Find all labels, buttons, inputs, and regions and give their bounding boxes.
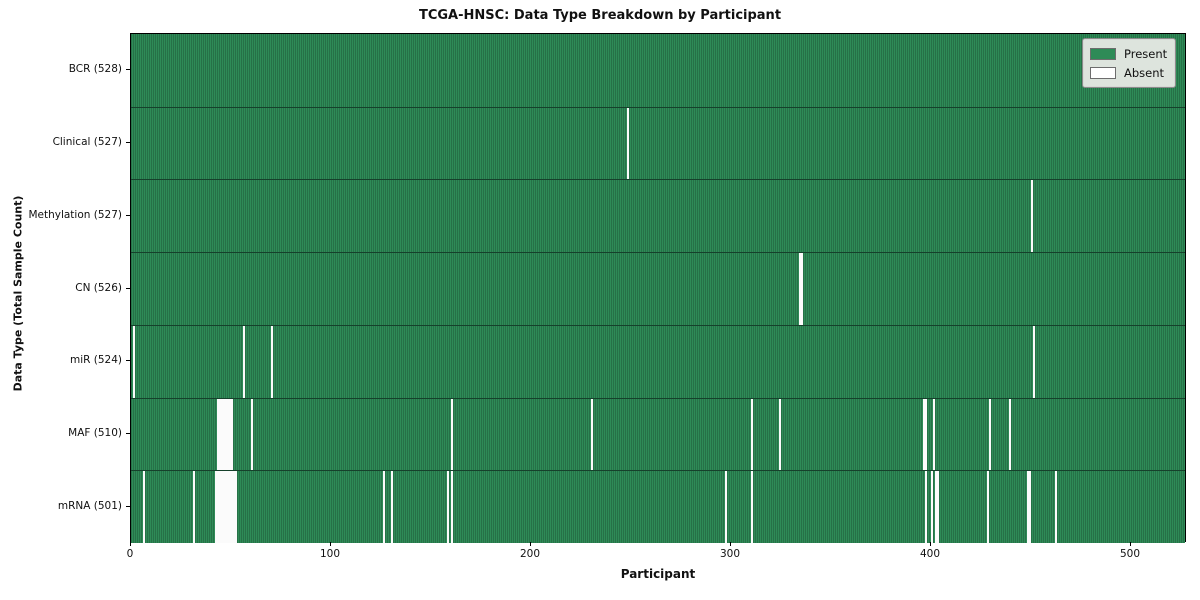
- x-tick-mark: [130, 542, 131, 546]
- absent-mark: [251, 398, 253, 471]
- y-tick-mark: [126, 432, 130, 434]
- absent-mark: [229, 398, 231, 471]
- legend: Present Absent: [1082, 38, 1176, 88]
- y-tick-label-CN: CN (526): [75, 281, 122, 294]
- absent-mark: [225, 398, 227, 471]
- absent-mark: [1027, 471, 1029, 543]
- absent-mark: [229, 471, 231, 543]
- y-tick-mark: [126, 214, 130, 216]
- absent-mark: [143, 471, 145, 543]
- absent-mark: [215, 471, 217, 543]
- y-tick-mark: [126, 287, 130, 289]
- chart-title: TCGA-HNSC: Data Type Breakdown by Partic…: [418, 8, 782, 23]
- x-tick-label-400: 400: [919, 548, 941, 560]
- legend-swatch-absent: [1090, 66, 1116, 79]
- x-tick-label-100: 100: [319, 548, 341, 560]
- absent-mark: [383, 471, 385, 543]
- absent-mark: [987, 471, 989, 543]
- absent-mark: [227, 471, 229, 543]
- y-tick-label-Clinical: Clinical (527): [52, 136, 122, 149]
- heatmap-row-Methylation: [131, 179, 1185, 253]
- x-axis-label: Participant: [620, 567, 696, 581]
- y-tick-mark: [126, 360, 130, 362]
- absent-mark: [801, 253, 803, 325]
- absent-mark: [231, 471, 233, 543]
- x-tick-mark: [530, 542, 531, 546]
- x-tick-label-500: 500: [1119, 548, 1141, 560]
- absent-mark: [391, 471, 393, 543]
- heatmap-row-mRNA: [131, 470, 1185, 543]
- y-tick-mark: [126, 142, 130, 144]
- absent-mark: [1029, 471, 1031, 543]
- absent-mark: [799, 253, 801, 325]
- absent-mark: [223, 398, 225, 471]
- x-tick-mark: [330, 542, 331, 546]
- absent-mark: [627, 107, 629, 180]
- absent-mark: [1009, 398, 1011, 471]
- heatmap-row-MAF: [131, 397, 1185, 471]
- plot-area: [130, 33, 1186, 543]
- legend-entry-present: Present: [1090, 44, 1167, 63]
- absent-mark: [923, 398, 925, 471]
- absent-mark: [193, 471, 195, 543]
- heatmap-row-BCR: [131, 34, 1185, 107]
- absent-mark: [243, 325, 245, 398]
- absent-mark: [591, 398, 593, 471]
- y-tick-mark: [126, 69, 130, 71]
- x-tick-label-0: 0: [126, 548, 134, 560]
- legend-label: Absent: [1124, 65, 1165, 80]
- absent-mark: [925, 398, 927, 471]
- absent-mark: [925, 471, 927, 543]
- legend-entry-absent: Absent: [1090, 63, 1167, 82]
- absent-mark: [725, 471, 727, 543]
- absent-mark: [779, 398, 781, 471]
- absent-mark: [271, 325, 273, 398]
- x-tick-mark: [930, 542, 931, 546]
- heatmap-row-miR: [131, 324, 1185, 398]
- legend-swatch-present: [1090, 47, 1116, 60]
- y-tick-label-miR: miR (524): [69, 354, 122, 367]
- absent-mark: [989, 398, 991, 471]
- absent-mark: [133, 325, 135, 398]
- x-tick-label-200: 200: [519, 548, 541, 560]
- absent-mark: [1055, 471, 1057, 543]
- absent-mark: [235, 471, 237, 543]
- absent-mark: [221, 471, 223, 543]
- absent-mark: [217, 398, 219, 471]
- absent-mark: [451, 471, 453, 543]
- absent-mark: [225, 471, 227, 543]
- absent-mark: [931, 471, 933, 543]
- absent-mark: [231, 398, 233, 471]
- heatmap-row-Clinical: [131, 106, 1185, 180]
- absent-mark: [451, 398, 453, 471]
- x-tick-mark: [1130, 542, 1131, 546]
- heatmap-row-CN: [131, 252, 1185, 325]
- x-tick-label-300: 300: [719, 548, 741, 560]
- absent-mark: [447, 471, 449, 543]
- absent-mark: [223, 471, 225, 543]
- y-tick-label-BCR: BCR (528): [68, 63, 122, 76]
- absent-mark: [219, 398, 221, 471]
- absent-mark: [221, 398, 223, 471]
- absent-mark: [751, 471, 753, 543]
- absent-mark: [217, 471, 219, 543]
- y-tick-mark: [126, 505, 130, 507]
- absent-mark: [1031, 180, 1033, 253]
- absent-mark: [227, 398, 229, 471]
- x-tick-mark: [730, 542, 731, 546]
- absent-mark: [937, 471, 939, 543]
- y-tick-label-mRNA: mRNA (501): [57, 499, 122, 512]
- absent-mark: [933, 398, 935, 471]
- absent-mark: [935, 471, 937, 543]
- absent-mark: [219, 471, 221, 543]
- absent-mark: [233, 471, 235, 543]
- absent-mark: [1033, 325, 1035, 398]
- legend-label: Present: [1124, 46, 1168, 61]
- y-tick-label-Methylation: Methylation (527): [28, 208, 122, 221]
- absent-mark: [751, 398, 753, 471]
- y-tick-label-MAF: MAF (510): [68, 426, 122, 439]
